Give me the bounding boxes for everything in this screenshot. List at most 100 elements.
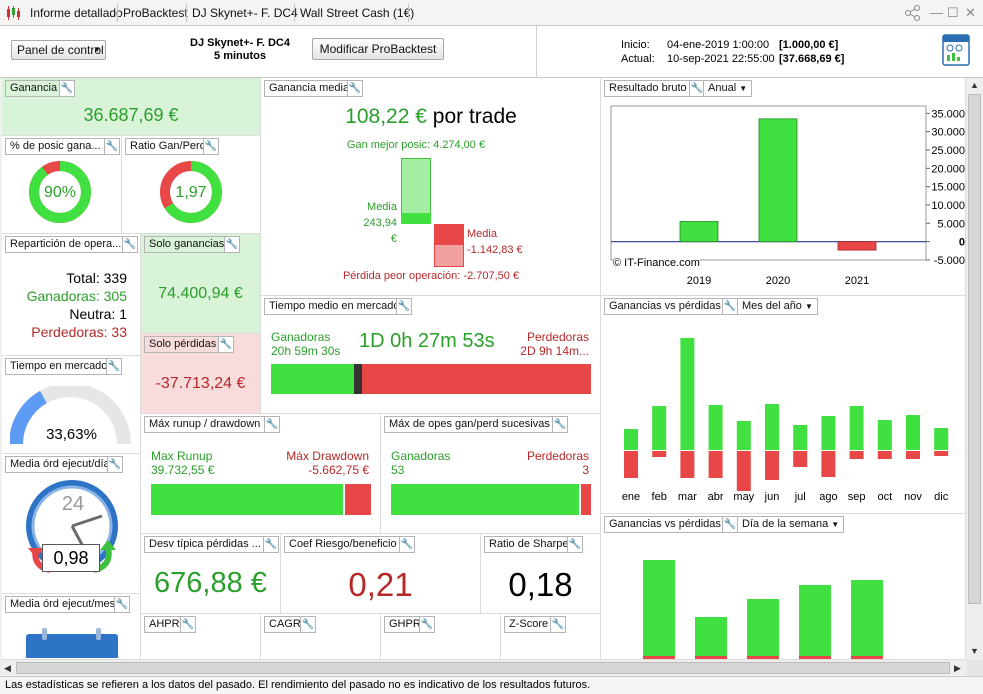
y-tick-label: 5.000 [937, 218, 965, 230]
wrench-icon[interactable]: 🔧 [550, 616, 566, 633]
maximize-button[interactable]: ☐ [947, 5, 959, 20]
wrench-icon[interactable]: 🔧 [203, 138, 219, 155]
wrench-icon[interactable]: 🔧 [122, 236, 138, 253]
sucesivas-bar [391, 484, 591, 515]
wrench-icon[interactable]: 🔧 [396, 298, 412, 315]
x-tick-label: 2019 [687, 275, 711, 287]
wrench-icon[interactable]: 🔧 [722, 516, 738, 533]
panel-control-dropdown[interactable]: Panel de control ▼ [11, 40, 106, 60]
loss-bar [799, 656, 831, 659]
perdedoras-label: Perdedoras: [31, 324, 108, 340]
ganancia-header: Ganancia [5, 80, 63, 97]
sucesivas-panel: Máx de opes gan/perd sucesivas 🔧 Ganador… [381, 414, 601, 534]
wrench-icon[interactable]: 🔧 [419, 616, 435, 633]
loss-bar [643, 656, 675, 659]
ganancia-media-header: Ganancia media [264, 80, 355, 97]
gain-bar [765, 404, 779, 450]
tiempo-medio-header: Tiempo medio en mercado [264, 298, 405, 315]
wrench-icon[interactable]: 🔧 [180, 616, 196, 633]
loss-bar [851, 656, 883, 659]
tm-bar [271, 364, 591, 394]
desv-value: 676,88 € [154, 567, 267, 599]
sharpe-header: Ratio de Sharpe [484, 536, 574, 553]
wrench-icon[interactable]: 🔧 [264, 416, 280, 433]
horizontal-scrollbar[interactable]: ◀ ▶ [0, 660, 966, 676]
gain-bar [906, 415, 920, 450]
worst-bar [434, 244, 464, 267]
resultado-dropdown-label: Anual [708, 82, 737, 94]
sucesivas-fill [391, 484, 581, 515]
runup-fill [151, 484, 345, 515]
loss-bar [736, 451, 751, 491]
wrench-icon[interactable]: 🔧 [347, 80, 363, 97]
wrench-icon[interactable]: 🔧 [567, 536, 583, 553]
media-per-bar [434, 224, 464, 244]
wrench-icon[interactable]: 🔧 [114, 596, 130, 613]
tab-informe[interactable]: Informe detallado [30, 6, 123, 20]
wrench-icon[interactable]: 🔧 [59, 80, 75, 97]
ahpr-header: AHPR [144, 616, 185, 633]
bar [837, 241, 877, 251]
reparticion-header: Repartición de opera... [5, 236, 127, 253]
tab-strategy[interactable]: DJ Skynet+- F. DC4 [192, 6, 298, 20]
total-label: Total: [66, 270, 100, 286]
wrench-icon[interactable]: 🔧 [218, 336, 234, 353]
wrench-icon[interactable]: 🔧 [722, 298, 738, 315]
scroll-left-arrow[interactable]: ◀ [4, 663, 11, 673]
tab-probacktest[interactable]: ProBacktest [123, 6, 188, 20]
media-dia-header: Media órd ejecut/día [5, 456, 115, 473]
vertical-scroll-thumb[interactable] [968, 94, 981, 604]
gain-bar [934, 428, 949, 450]
media-gan-bar [401, 213, 431, 224]
media-gan-value: 243,94 € [363, 217, 397, 245]
media-mes-header: Media órd ejecut/mes [5, 596, 121, 613]
tab-instrument[interactable]: Wall Street Cash (1€) [300, 6, 415, 20]
ganancia-media-value: 108,22 € [345, 105, 427, 128]
share-icon[interactable] [903, 4, 923, 22]
gvp-mes-chart: ene feb mar abr may jun jul ago sep oct nov dic [622, 338, 949, 503]
solo-ganancias-panel: Solo ganancias 🔧 74.400,94 € [141, 234, 261, 334]
zscore-panel: Z-Score 🔧 [501, 614, 601, 660]
close-button[interactable]: ✕ [965, 5, 976, 20]
runup-panel: Máx runup / drawdown 🔧 Max Runup 39.732,… [141, 414, 381, 534]
wrench-icon[interactable]: 🔧 [224, 236, 240, 253]
gvp-dia-dropdown[interactable]: Día de la semana ▼ [737, 516, 845, 533]
resultado-dropdown[interactable]: Anual ▼ [703, 80, 753, 97]
wrench-icon[interactable]: 🔧 [399, 536, 415, 553]
x-tick-label: sep [848, 491, 866, 503]
minimize-button[interactable]: — [930, 5, 943, 20]
resultado-panel: Resultado bruto 🔧 Anual ▼ 35.000 30.000 25… [601, 78, 966, 296]
loss-bar [765, 451, 779, 480]
y-tick-label: 10.000 [931, 200, 965, 212]
scroll-down-arrow[interactable]: ▼ [970, 646, 979, 656]
tm-main-value: 1D 0h 27m 53s [359, 330, 495, 352]
horizontal-scroll-thumb[interactable] [16, 662, 950, 674]
gvp-mes-dropdown[interactable]: Mes del año ▼ [737, 298, 818, 315]
pct-posic-value: 90% [43, 184, 77, 201]
wrench-icon[interactable]: 🔧 [104, 138, 120, 155]
report-settings-icon[interactable] [942, 33, 972, 67]
loss-bar [849, 451, 864, 459]
scroll-right-arrow[interactable]: ▶ [954, 663, 961, 673]
wrench-icon[interactable]: 🔧 [263, 536, 279, 553]
ganancia-value: 36.687,69 € [83, 105, 179, 125]
vertical-scrollbar[interactable]: ▲ ▼ [966, 78, 983, 660]
wrench-icon[interactable]: 🔧 [106, 358, 122, 375]
y-tick-label: 35.000 [931, 108, 965, 120]
wrench-icon[interactable]: 🔧 [300, 616, 316, 633]
tm-gan-time: 20h 59m 30s [271, 344, 341, 358]
media-per-value: -1.142,83 € [467, 244, 523, 256]
timeframe: 5 minutos [214, 50, 266, 62]
gain-bar [643, 560, 675, 656]
modify-probacktest-button[interactable]: Modificar ProBacktest [312, 38, 444, 60]
start-date: 04-ene-2019 1:00:00 [667, 39, 770, 51]
wrench-icon[interactable]: 🔧 [552, 416, 568, 433]
scroll-up-arrow[interactable]: ▲ [970, 80, 979, 90]
y-tick-label: 0 [959, 237, 965, 249]
tm-per-time: 2D 9h 14m... [520, 344, 589, 358]
wrench-icon[interactable]: 🔧 [107, 456, 123, 473]
tm-marker [354, 364, 363, 394]
suc-gan-value: 53 [391, 463, 405, 477]
app-candles-icon [7, 6, 20, 20]
gvp-dia-panel: Ganancias vs pérdidas 🔧 Día de la semana… [601, 514, 966, 660]
